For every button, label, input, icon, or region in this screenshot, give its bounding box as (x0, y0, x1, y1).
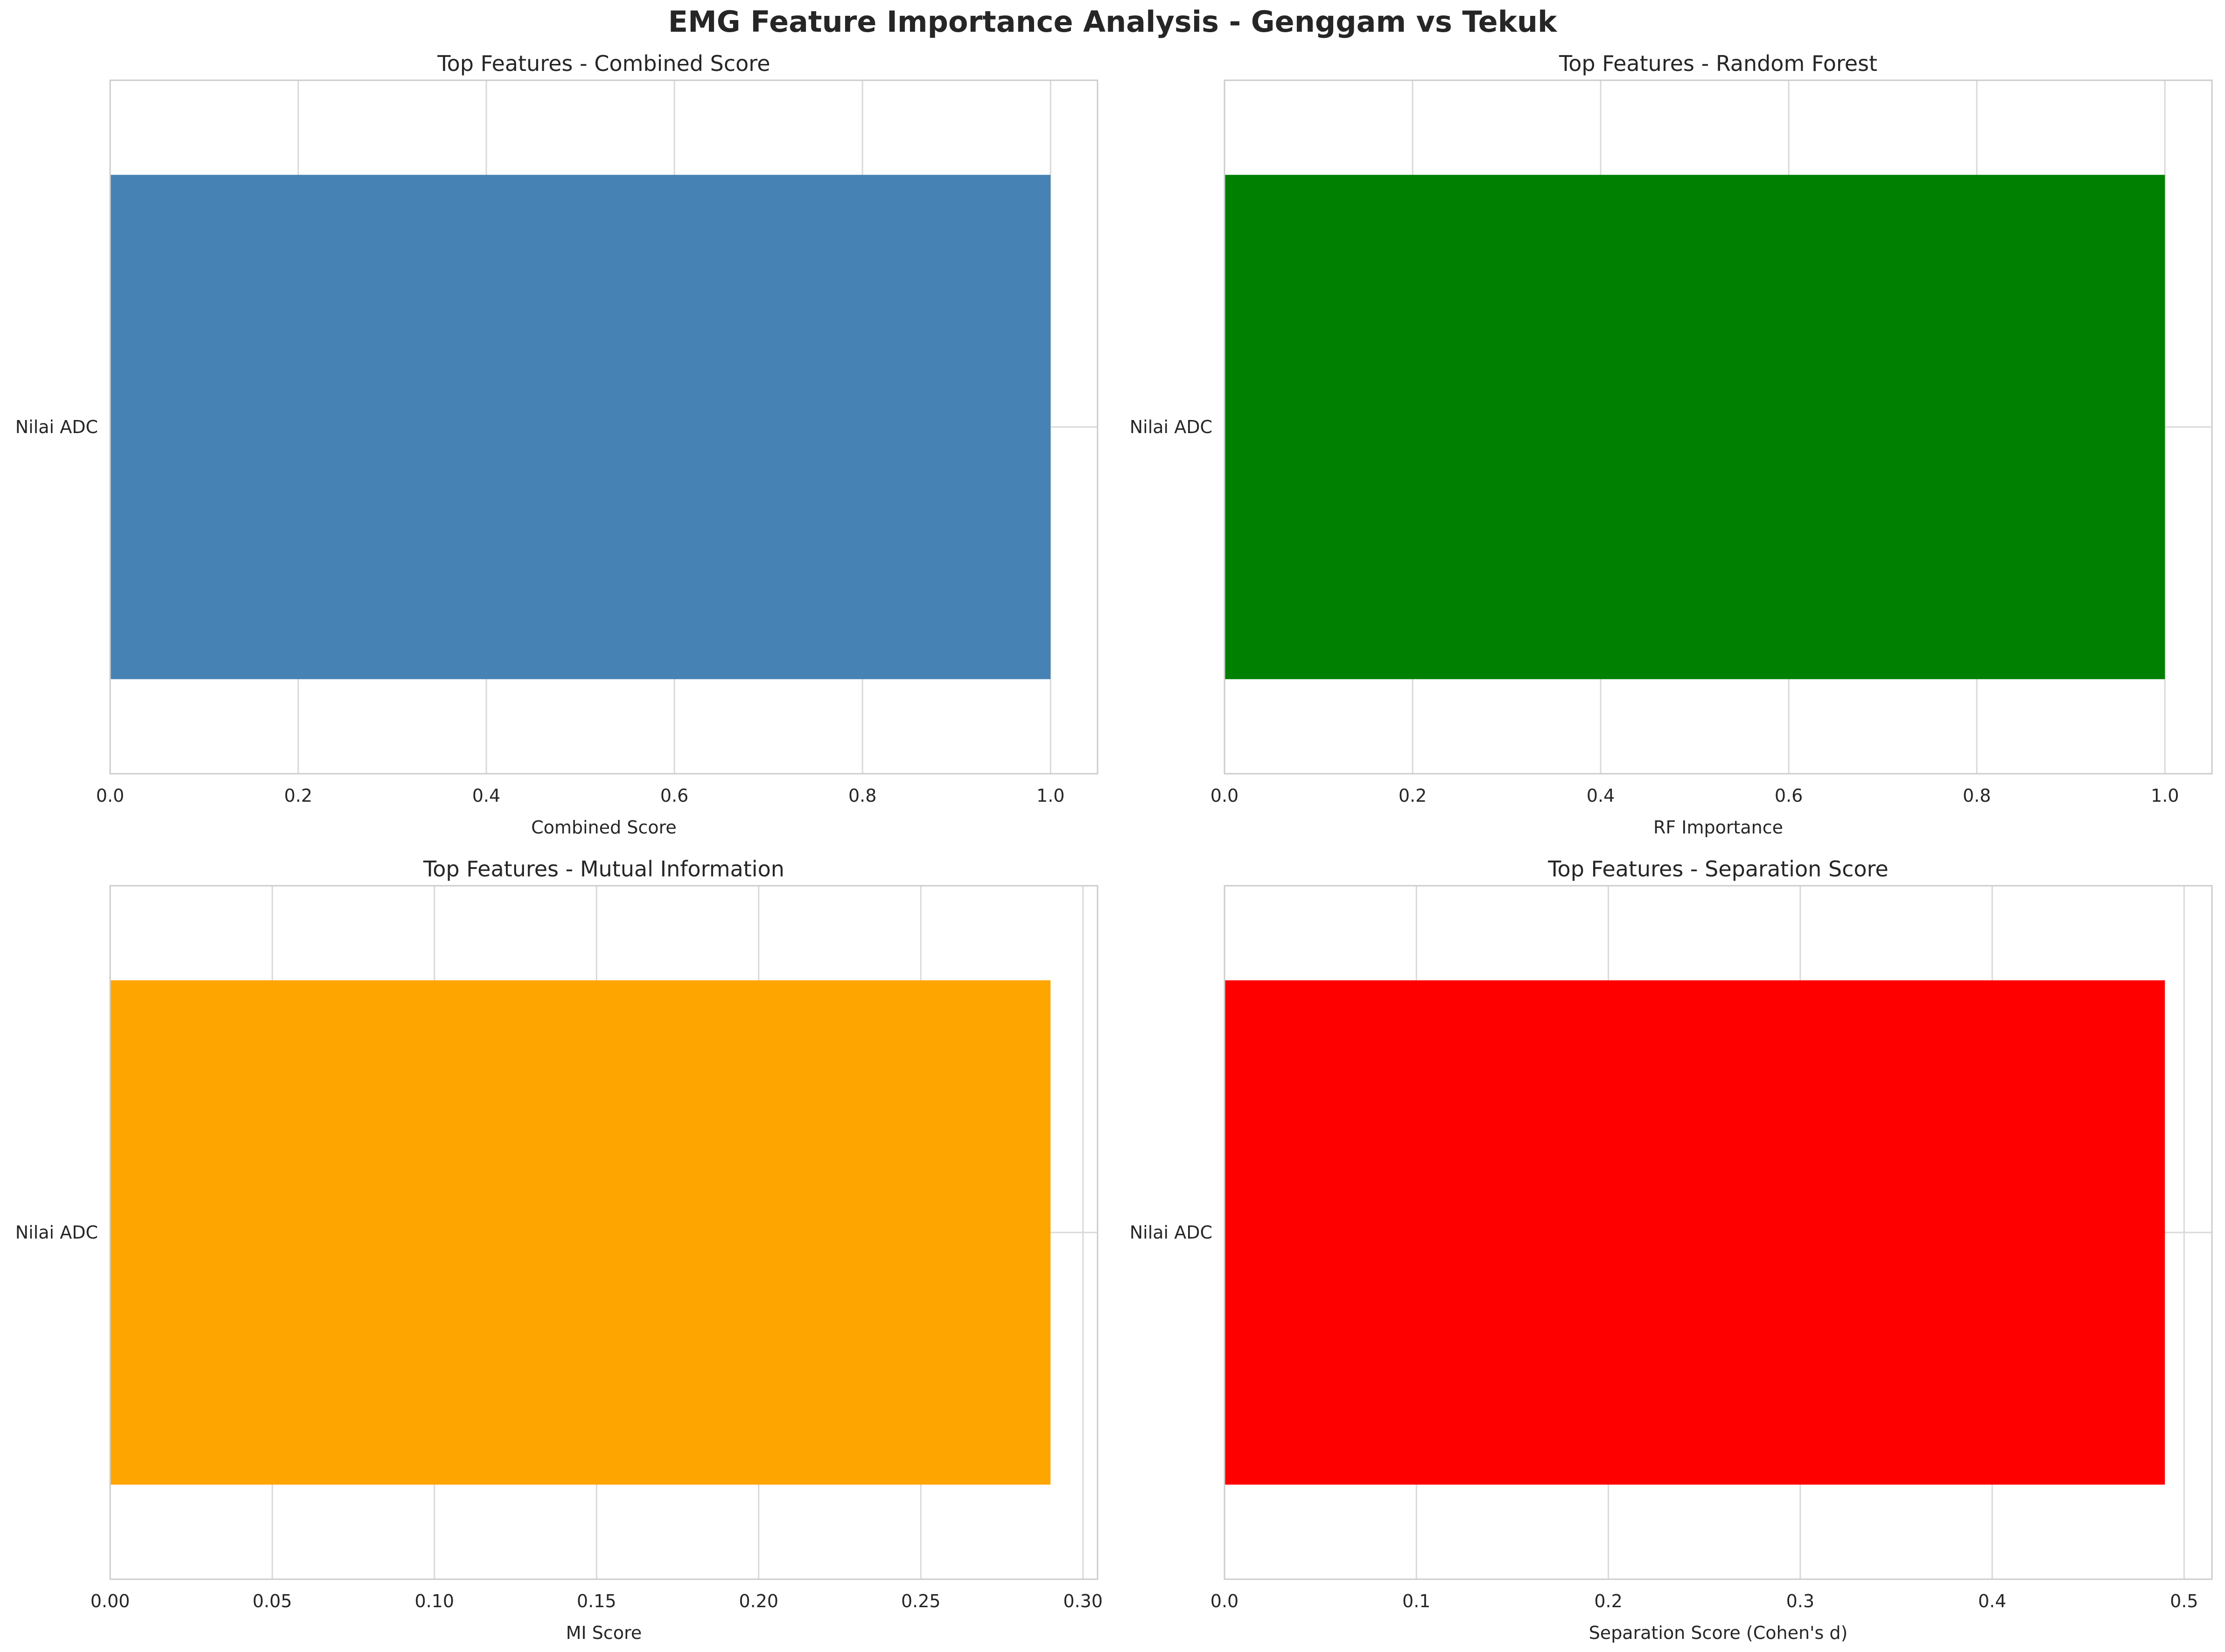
axes-frame (109, 79, 1099, 775)
x-tick-label: 0.25 (901, 1591, 941, 1611)
x-tick-label: 0.10 (415, 1591, 455, 1611)
x-tick-label: 1.0 (2151, 785, 2179, 806)
axes-frame (1224, 79, 2213, 775)
panel-title: Top Features - Mutual Information (423, 856, 784, 882)
panel-title: Top Features - Separation Score (1547, 856, 1888, 882)
x-tick-label: 0.00 (91, 1591, 130, 1611)
x-axis-label: Separation Score (Cohen's d) (1589, 1623, 1848, 1643)
x-tick-label: 0.1 (1402, 1591, 1430, 1611)
panel-title: Top Features - Random Forest (1559, 51, 1877, 76)
x-tick-label: 1.0 (1036, 785, 1064, 806)
x-axis-label: RF Importance (1653, 817, 1783, 838)
x-tick-label: 0.0 (1210, 1591, 1238, 1611)
x-tick-label: 0.30 (1063, 1591, 1103, 1611)
y-tick-label: Nilai ADC (15, 1222, 98, 1243)
x-tick-label: 0.2 (1399, 785, 1427, 806)
x-tick-label: 0.6 (660, 785, 688, 806)
axes-frame (1224, 885, 2213, 1580)
x-tick-label: 0.6 (1775, 785, 1803, 806)
x-tick-label: 0.05 (252, 1591, 292, 1611)
x-tick-label: 0.15 (577, 1591, 616, 1611)
x-tick-label: 0.4 (1587, 785, 1615, 806)
x-tick-label: 0.3 (1786, 1591, 1814, 1611)
x-tick-label: 0.4 (472, 785, 500, 806)
y-tick-label: Nilai ADC (15, 417, 98, 437)
bar (110, 980, 1051, 1485)
x-tick-label: 0.8 (848, 785, 876, 806)
axes-frame (109, 885, 1099, 1580)
x-tick-label: 0.0 (96, 785, 124, 806)
x-tick-label: 0.20 (739, 1591, 779, 1611)
y-tick-label: Nilai ADC (1130, 1222, 1212, 1243)
x-tick-label: 0.8 (1963, 785, 1991, 806)
x-axis-label: MI Score (566, 1623, 642, 1643)
x-tick-label: 0.2 (1594, 1591, 1622, 1611)
bar (110, 175, 1051, 679)
figure-title: EMG Feature Importance Analysis - Gengga… (668, 5, 1557, 39)
x-tick-label: 0.2 (284, 785, 312, 806)
panel-title: Top Features - Combined Score (437, 51, 770, 76)
x-tick-label: 0.4 (1978, 1591, 2006, 1611)
x-tick-label: 0.5 (2170, 1591, 2198, 1611)
y-tick-label: Nilai ADC (1130, 417, 1212, 437)
bar (1224, 175, 2165, 679)
x-axis-label: Combined Score (531, 817, 677, 838)
x-tick-label: 0.0 (1210, 785, 1238, 806)
bar (1224, 980, 2165, 1485)
